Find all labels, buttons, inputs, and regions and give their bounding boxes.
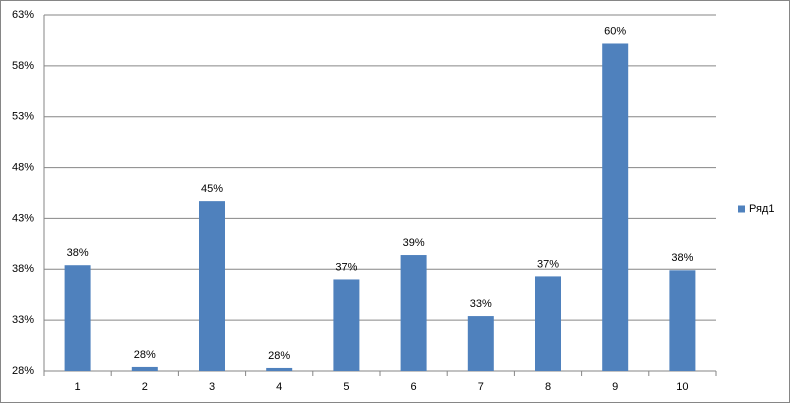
x-tick-label: 8 <box>545 381 551 393</box>
y-tick-label: 28% <box>12 365 34 377</box>
y-tick-label: 48% <box>12 161 34 173</box>
data-label: 33% <box>470 298 492 310</box>
x-tick-label: 6 <box>411 381 417 393</box>
x-tick-label: 2 <box>142 381 148 393</box>
data-label: 38% <box>671 252 693 264</box>
x-tick-label: 3 <box>209 381 215 393</box>
y-tick-label: 63% <box>12 9 34 21</box>
y-tick-label: 43% <box>12 212 34 224</box>
bar <box>669 270 696 371</box>
data-label: 60% <box>604 25 626 37</box>
bar <box>333 279 360 371</box>
bar <box>266 367 293 371</box>
data-label: 38% <box>67 247 89 259</box>
y-tick-label: 38% <box>12 263 34 275</box>
x-tick-label: 1 <box>75 381 81 393</box>
data-label: 39% <box>403 237 425 249</box>
data-label: 45% <box>201 183 223 195</box>
x-tick-label: 4 <box>276 381 282 393</box>
bar <box>199 201 225 371</box>
legend-label: Ряд1 <box>749 203 774 215</box>
x-tick-label: 5 <box>343 381 349 393</box>
x-tick-label: 10 <box>676 381 688 393</box>
bar <box>400 255 427 371</box>
x-tick-label: 7 <box>478 381 484 393</box>
data-label: 37% <box>335 261 357 273</box>
bar <box>467 316 494 371</box>
legend-swatch <box>738 205 745 213</box>
data-label: 28% <box>268 350 290 362</box>
bar <box>602 43 629 371</box>
y-tick-label: 58% <box>12 60 34 72</box>
x-tick-label: 9 <box>612 381 618 393</box>
y-tick-label: 33% <box>12 314 34 326</box>
data-label: 28% <box>134 349 156 361</box>
data-label: 37% <box>537 258 559 270</box>
bar <box>64 265 91 371</box>
y-tick-label: 53% <box>12 111 34 123</box>
bar <box>535 276 561 371</box>
bar <box>131 366 158 371</box>
